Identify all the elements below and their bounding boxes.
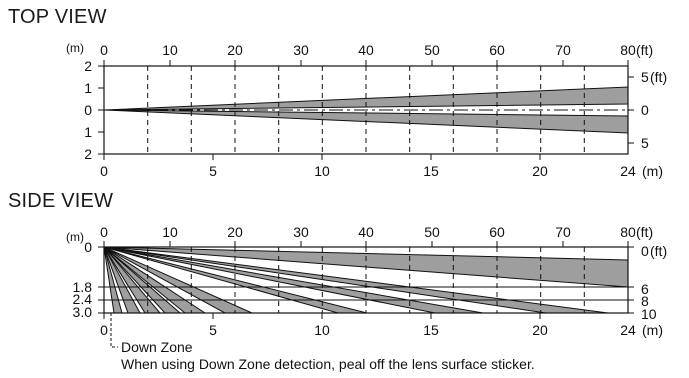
side-left-tick-label: 0 <box>84 239 92 255</box>
top-ft-tick-labels: 0 10 20 30 40 50 60 70 80 <box>100 42 636 58</box>
top-m-tick-label: 5 <box>209 163 217 179</box>
side-m-tickmarks <box>103 313 541 319</box>
side-ft-tick-labels: 0 10 20 30 40 50 60 70 80 <box>100 224 636 240</box>
side-right-tick-label: 6 <box>641 281 649 297</box>
side-right-tick-label: 8 <box>641 293 649 309</box>
top-ft-tick-label: 0 <box>100 42 108 58</box>
side-unit-ft: (ft) <box>636 224 653 240</box>
side-right-tick-labels: 0 6 8 10 <box>641 243 657 322</box>
top-right-tickmarks <box>628 76 634 144</box>
top-ft-tick-label: 30 <box>293 42 309 58</box>
top-left-tick-labels: 2 1 0 1 2 <box>84 58 92 162</box>
side-ft-tick-label: 0 <box>100 224 108 240</box>
side-view-title: SIDE VIEW <box>8 190 114 212</box>
top-right-tick-label: 5 <box>641 135 649 151</box>
side-ft-tick-label: 20 <box>227 224 243 240</box>
side-side-tickmarks <box>98 246 634 314</box>
side-left-tick-label: 1.8 <box>73 279 93 295</box>
top-unit-m: (m) <box>66 41 84 55</box>
side-ft-tick-label: 10 <box>162 224 178 240</box>
side-left-tick-label: 2.4 <box>73 291 93 307</box>
side-unit-ft-right: (ft) <box>650 243 667 259</box>
top-unit-ft-right: (ft) <box>650 69 667 85</box>
down-zone-label: Down Zone <box>121 339 193 355</box>
top-left-tickmarks <box>98 65 104 155</box>
top-ft-tick-label: 10 <box>162 42 178 58</box>
side-unit-m: (m) <box>66 230 84 244</box>
side-right-tick-label: 10 <box>641 306 657 322</box>
top-ft-tick-label: 80 <box>620 42 636 58</box>
top-left-tick-label: 1 <box>84 124 92 140</box>
side-ft-tickmarks <box>103 241 629 247</box>
side-m-tick-labels: 0 5 10 15 20 24 <box>100 322 636 338</box>
top-m-tick-label: 20 <box>532 163 548 179</box>
side-ft-tick-label: 50 <box>424 224 440 240</box>
top-m-tick-label: 15 <box>423 163 439 179</box>
side-ft-tick-label: 80 <box>620 224 636 240</box>
side-m-tick-label: 0 <box>100 322 108 338</box>
top-view-title: TOP VIEW <box>8 6 107 28</box>
top-m-tick-label: 10 <box>314 163 330 179</box>
side-unit-m-bottom: (m) <box>642 322 663 338</box>
side-right-tick-label: 0 <box>641 243 649 259</box>
top-unit-ft: (ft) <box>636 42 653 58</box>
side-m-tick-label: 15 <box>423 322 439 338</box>
side-left-tick-labels: 0 1.8 2.4 3.0 <box>73 239 93 320</box>
top-m-tick-labels: 0 5 10 15 20 24 <box>100 163 636 179</box>
top-m-tickmarks <box>103 154 541 160</box>
top-unit-m-bottom: (m) <box>642 163 663 179</box>
top-ft-tick-label: 40 <box>358 42 374 58</box>
top-right-tick-labels: 5 0 5 <box>641 69 649 151</box>
top-ft-tick-label: 50 <box>424 42 440 58</box>
top-m-tick-label: 0 <box>100 163 108 179</box>
side-m-tick-label: 20 <box>532 322 548 338</box>
top-view-diagram: (m) 0 10 20 30 40 50 60 70 80 (ft) 2 1 0… <box>66 41 667 179</box>
top-left-tick-label: 2 <box>84 146 92 162</box>
down-zone-bracket <box>110 313 118 348</box>
side-gridlines <box>147 247 585 313</box>
top-gridlines <box>147 66 585 154</box>
side-view-diagram: (m) 0 10 20 30 40 50 60 70 80 (ft) 0 1.8… <box>66 224 667 355</box>
side-ft-tick-label: 40 <box>358 224 374 240</box>
side-left-tick-label: 3.0 <box>73 304 93 320</box>
side-m-tick-label: 5 <box>209 322 217 338</box>
top-ft-tick-label: 60 <box>489 42 505 58</box>
top-right-tick-label: 0 <box>641 102 649 118</box>
top-ft-tick-label: 20 <box>227 42 243 58</box>
side-ft-tick-label: 60 <box>489 224 505 240</box>
top-right-tick-label: 5 <box>641 69 649 85</box>
top-ft-tick-label: 70 <box>555 42 571 58</box>
top-m-tick-label: 24 <box>620 163 636 179</box>
top-left-tick-label: 2 <box>84 58 92 74</box>
top-ft-tickmarks <box>103 60 629 66</box>
side-m-tick-label: 24 <box>620 322 636 338</box>
top-left-tick-label: 1 <box>84 80 92 96</box>
top-left-tick-label: 0 <box>84 102 92 118</box>
side-m-tick-label: 10 <box>314 322 330 338</box>
side-ft-tick-label: 30 <box>293 224 309 240</box>
down-zone-note: When using Down Zone detection, peal off… <box>121 356 535 372</box>
side-ft-tick-label: 70 <box>555 224 571 240</box>
